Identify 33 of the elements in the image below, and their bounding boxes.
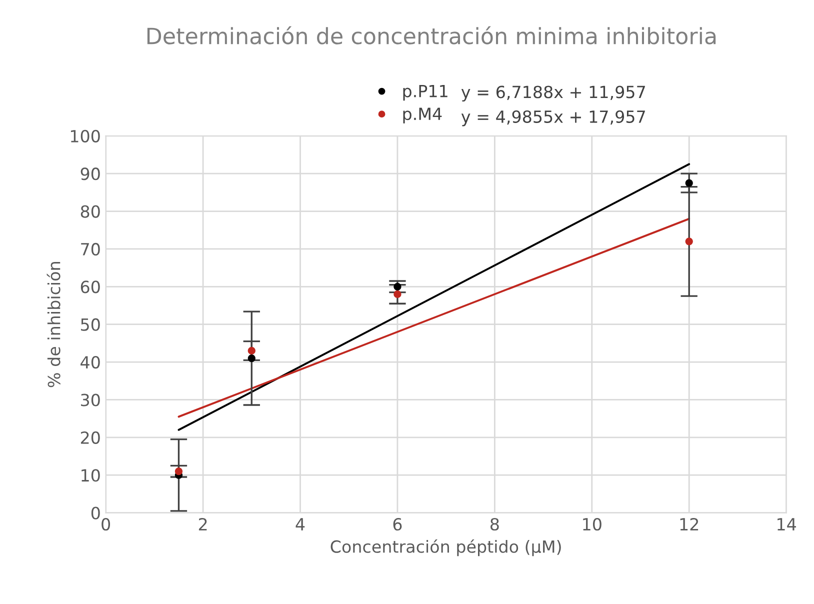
y-tick-label: 100: [70, 130, 100, 142]
point: [394, 282, 402, 290]
chart-title: Determinación de concentración minima inhibitoria: [147, 26, 716, 44]
x-tick-label: 4: [296, 518, 305, 530]
x-tick-label: 0: [102, 518, 110, 531]
legend-label: p.M4: [403, 108, 442, 124]
point: [174, 468, 183, 476]
x-tick-label: 14: [778, 518, 796, 530]
y-tick-label: 10: [82, 469, 100, 482]
y-tick-label: 50: [81, 318, 100, 331]
x-tick-label: 10: [583, 518, 602, 531]
y-tick-label: 60: [80, 280, 100, 294]
text: y = 6,7188x + 11,957: [461, 86, 645, 102]
x-tick-label: 12: [680, 518, 698, 530]
y-tick-label: 30: [81, 394, 100, 406]
point: [248, 346, 256, 355]
point: [394, 290, 402, 298]
x-axis-title: Concentración péptido (µM): [330, 539, 561, 556]
point: [685, 238, 693, 246]
point: [248, 354, 256, 362]
y-tick-label: 70: [81, 242, 100, 256]
y-axis-title: % de inhibición: [46, 262, 60, 388]
y-tick-label: 80: [80, 205, 100, 218]
x-tick-label: 2: [198, 518, 207, 530]
y-tick-label: 0: [91, 506, 100, 520]
y-tick-label: 90: [80, 168, 100, 180]
point: [685, 179, 693, 187]
text: y = 4,9855x + 17,957: [461, 110, 645, 126]
x-tick-label: 6: [393, 518, 402, 531]
y-tick-label: 40: [80, 356, 100, 369]
x-tick-label: 8: [490, 518, 499, 531]
legend-label: p.P11: [403, 84, 448, 101]
y-tick-label: 20: [80, 431, 100, 444]
